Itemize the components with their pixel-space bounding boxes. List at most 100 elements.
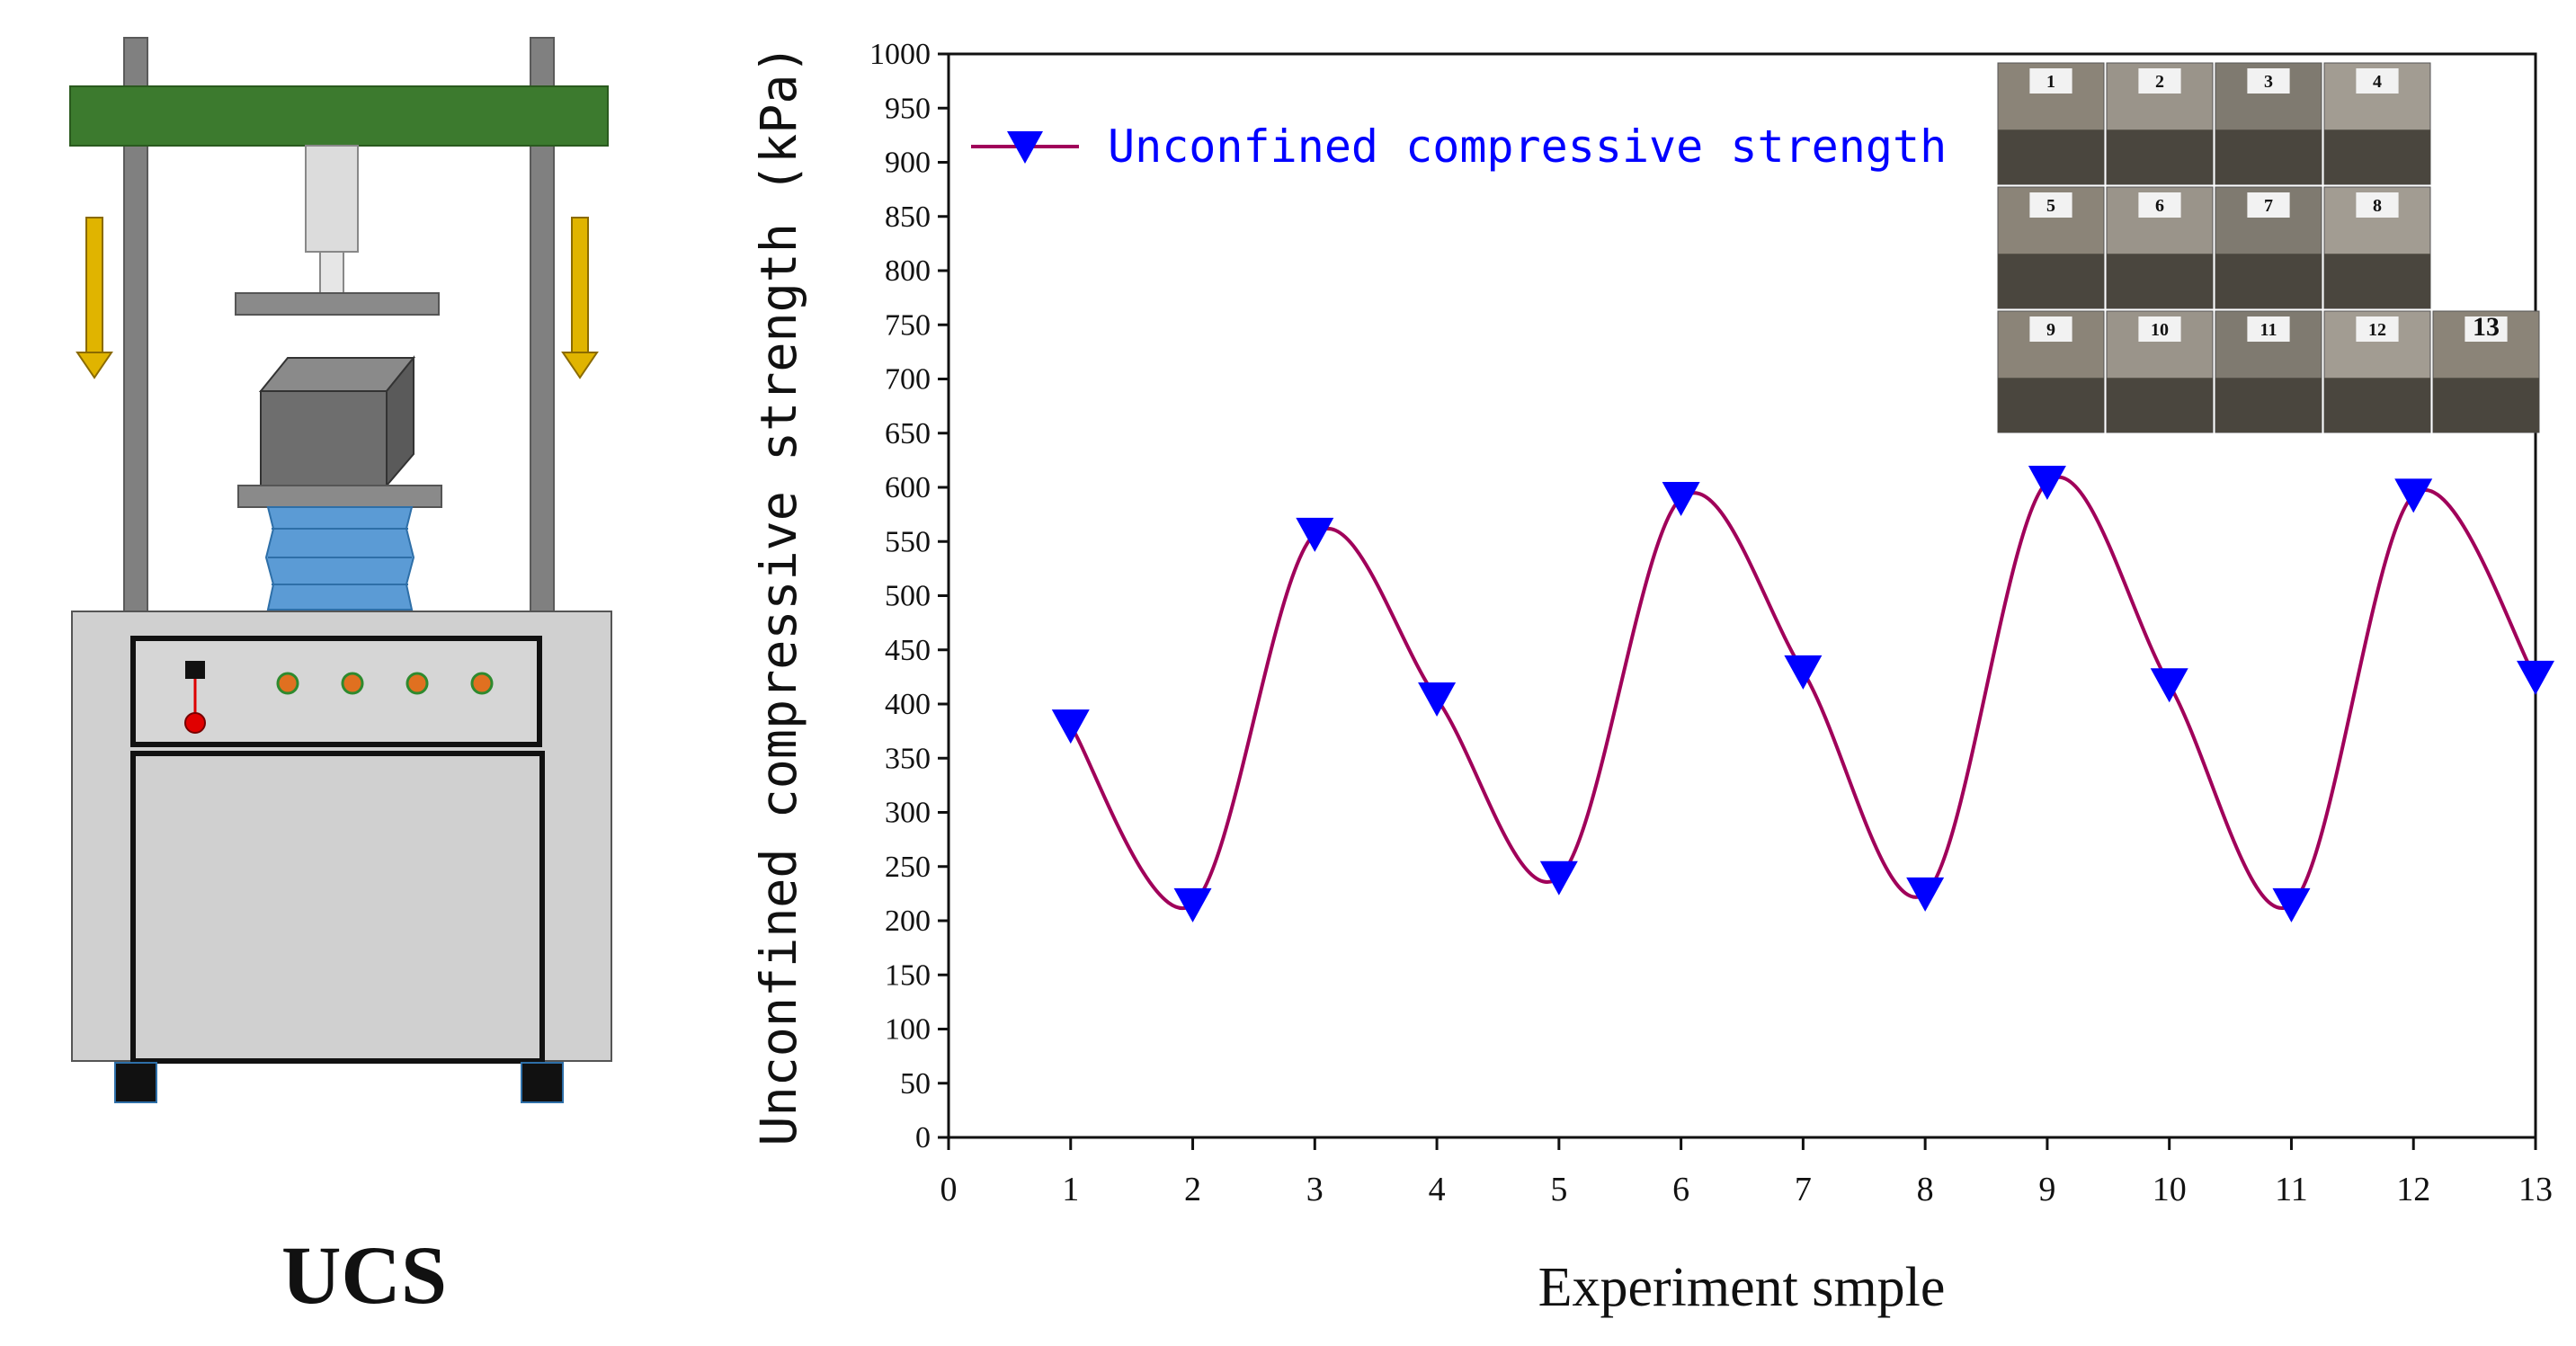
x-tick-label: 7 xyxy=(1795,1171,1812,1208)
specimen-soil xyxy=(2324,129,2430,184)
y-tick-label: 950 xyxy=(885,92,931,125)
data-point xyxy=(1051,709,1090,744)
foot-right xyxy=(521,1062,564,1103)
specimen-soil xyxy=(2107,129,2213,184)
x-tick-label: 6 xyxy=(1672,1171,1689,1208)
x-tick-label: 1 xyxy=(1062,1171,1079,1208)
photo-label-tag xyxy=(2247,68,2290,94)
photo-label: 7 xyxy=(2264,196,2273,216)
x-tick-label: 10 xyxy=(2153,1171,2187,1208)
photo-label: 12 xyxy=(2368,320,2386,340)
specimen-photo-inset: 1 2 3 45 6 7 89 10 11 12 13 xyxy=(1997,62,2540,433)
photo-label-tag xyxy=(2029,316,2072,342)
y-tick-label: 100 xyxy=(885,1013,931,1047)
arrow-down-icon-left xyxy=(76,217,113,379)
knob-icon xyxy=(406,672,429,695)
data-point xyxy=(1539,860,1578,896)
specimen-soil xyxy=(1998,378,2104,432)
x-tick-label: 5 xyxy=(1550,1171,1567,1208)
indicator-light-icon xyxy=(184,712,206,734)
x-tick-label: 0 xyxy=(940,1171,958,1208)
specimen-soil xyxy=(1998,129,2104,184)
ucs-title: UCS xyxy=(281,1229,448,1321)
data-point xyxy=(1784,655,1823,690)
x-tick-label: 13 xyxy=(2518,1171,2553,1208)
y-tick-label: 450 xyxy=(885,634,931,667)
legend: Unconfined compressive strength xyxy=(971,120,1947,173)
y-tick-label: 550 xyxy=(885,525,931,558)
x-tick-label: 2 xyxy=(1184,1171,1201,1208)
bellows-base xyxy=(264,506,415,611)
photo-label: 1 xyxy=(2046,72,2055,92)
photo-label: 9 xyxy=(2046,320,2055,340)
series-markers xyxy=(1051,465,2554,923)
specimen-soil xyxy=(2324,254,2430,308)
specimen-soil xyxy=(2324,378,2430,432)
photo-label-tag xyxy=(2465,316,2508,342)
photo-label: 6 xyxy=(2155,196,2164,216)
x-tick-label: 12 xyxy=(2396,1171,2430,1208)
photo-label-tag xyxy=(2138,68,2181,94)
x-tick-label: 3 xyxy=(1306,1171,1324,1208)
x-axis: 0 1 2 3 4 5 6 7 8 9 10 11 12 13 xyxy=(940,1137,2553,1208)
photo-label-tag xyxy=(2138,316,2181,342)
y-tick-label: 500 xyxy=(885,580,931,613)
photo-label-tag xyxy=(2029,68,2072,94)
photo-label: 5 xyxy=(2046,196,2055,216)
y-tick-label: 700 xyxy=(885,363,931,397)
y-tick-label: 350 xyxy=(885,742,931,775)
y-tick-label: 900 xyxy=(885,147,931,180)
data-point xyxy=(2394,478,2433,513)
y-tick-label: 50 xyxy=(900,1067,931,1101)
chart: 0501001502002503003504004505005506006507… xyxy=(750,38,2554,1318)
data-point xyxy=(1906,877,1945,912)
data-point xyxy=(2150,668,2188,703)
foot-left xyxy=(114,1062,157,1103)
y-tick-label: 0 xyxy=(915,1121,931,1154)
x-tick-label: 8 xyxy=(1917,1171,1934,1208)
upper-platen xyxy=(235,292,440,316)
y-tick-label: 1000 xyxy=(869,38,931,71)
data-point xyxy=(1173,887,1212,923)
photo-label-tag xyxy=(2247,316,2290,342)
x-tick-label: 4 xyxy=(1429,1171,1446,1208)
knob-icon xyxy=(341,672,364,695)
y-tick-label: 200 xyxy=(885,905,931,938)
arrow-down-icon-right xyxy=(561,217,599,379)
data-point xyxy=(1418,682,1457,717)
x-axis-label: Experiment smple xyxy=(1538,1257,1946,1318)
y-axis: 0 50 100 150 200 250 300 350 400 450 500 550 600 650 7… xyxy=(869,38,949,1154)
knob-icon xyxy=(276,672,299,695)
specimen-soil xyxy=(2107,254,2213,308)
y-tick-label: 750 xyxy=(885,308,931,342)
y-tick-label: 850 xyxy=(885,201,931,234)
y-tick-label: 600 xyxy=(885,471,931,504)
photo-label: 8 xyxy=(2373,196,2382,216)
data-point xyxy=(2517,660,2554,695)
data-point xyxy=(1662,482,1700,517)
photo-label-tag xyxy=(2029,192,2072,218)
x-tick-label: 9 xyxy=(2038,1171,2055,1208)
data-point xyxy=(2028,465,2066,500)
x-tick-label: 11 xyxy=(2275,1171,2308,1208)
switch-icon xyxy=(185,661,205,679)
knob-icon xyxy=(470,672,494,695)
photo-label: 3 xyxy=(2264,72,2273,92)
y-tick-label: 400 xyxy=(885,688,931,721)
data-point xyxy=(2272,887,2311,923)
photo-label-tag xyxy=(2356,68,2399,94)
photo-label: 10 xyxy=(2151,320,2169,340)
photo-label-tag xyxy=(2356,192,2399,218)
specimen-cube xyxy=(258,355,416,488)
y-tick-label: 300 xyxy=(885,797,931,830)
lower-platen xyxy=(237,485,442,508)
photo-label: 4 xyxy=(2373,72,2382,92)
specimen-soil xyxy=(2215,129,2322,184)
photo-label: 2 xyxy=(2155,72,2164,92)
y-tick-label: 650 xyxy=(885,417,931,450)
piston-cylinder xyxy=(305,145,359,253)
specimen-soil xyxy=(1998,254,2104,308)
y-axis-label: Unconfined compressive strength (kPa) xyxy=(750,44,807,1145)
specimen-soil xyxy=(2107,378,2213,432)
